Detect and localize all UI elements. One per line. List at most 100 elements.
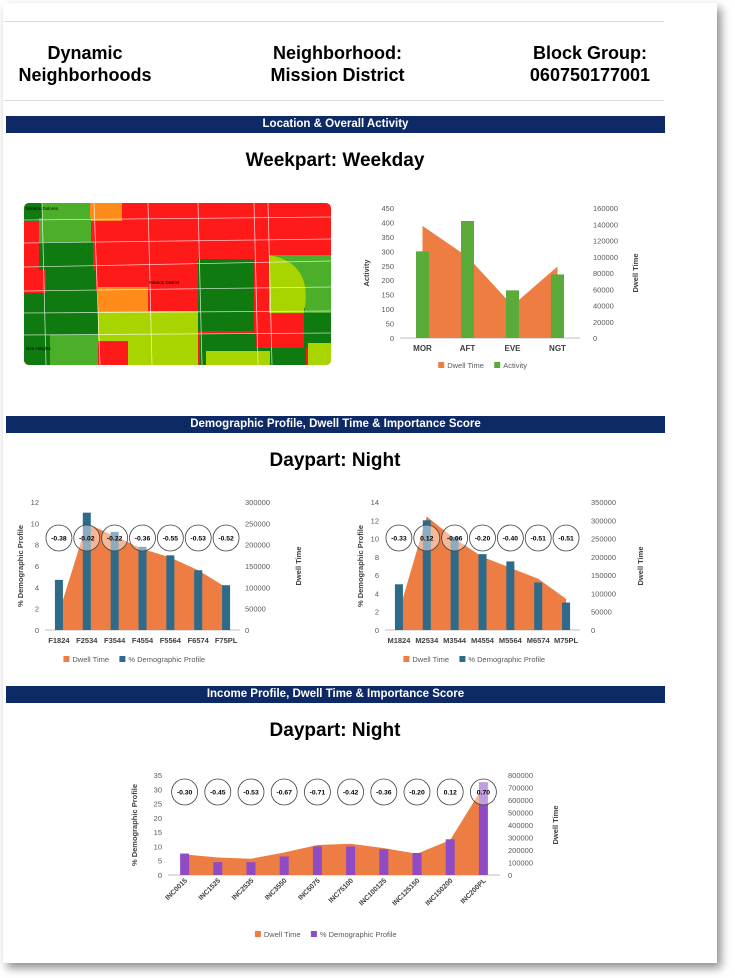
y-tick-label: 30 — [154, 785, 162, 794]
legend-swatch-bars — [310, 931, 317, 937]
importance-score-circle — [237, 778, 265, 806]
importance-score-circle — [101, 524, 129, 552]
importance-score-label: -0.40 — [503, 536, 519, 543]
header-mid-line2: Mission District — [270, 65, 405, 85]
y2-tick-label: 500000 — [508, 809, 533, 818]
importance-score-circle — [441, 524, 469, 552]
header-left-line2: Neighborhoods — [18, 65, 152, 85]
y2-axis-title: Dwell Time — [551, 805, 560, 844]
bar-f1824 — [54, 579, 63, 630]
bar-inc3550 — [279, 856, 289, 875]
category-label: M6574 — [527, 636, 551, 645]
bar-m5564 — [506, 561, 515, 630]
importance-score-label: -0.02 — [79, 536, 95, 543]
category-label: NGT — [549, 344, 566, 353]
y-axis-title: % Demographic Profile — [16, 525, 25, 607]
y2-tick-label: 20000 — [593, 318, 614, 327]
importance-score-circle — [45, 524, 73, 552]
section-band-income: Income Profile, Dwell Time & Importance … — [6, 686, 665, 703]
y2-tick-label: 160000 — [593, 204, 618, 213]
importance-score-circle — [385, 524, 413, 552]
y2-tick-label: 300000 — [245, 498, 270, 507]
importance-score-label: -0.22 — [107, 536, 123, 543]
weekpart-title: Weekpart: Weekday — [245, 150, 425, 171]
importance-score-circle — [524, 524, 552, 552]
header-top-rule — [4, 21, 664, 22]
legend-swatch-dwell-time — [403, 656, 410, 662]
category-label: F5564 — [160, 636, 182, 645]
category-label: MOR — [413, 344, 432, 353]
y2-tick-label: 100000 — [245, 583, 270, 592]
y2-tick-label: 200000 — [245, 541, 270, 550]
y-tick-label: 8 — [375, 553, 379, 562]
legend-label-dwell-time: Dwell Time — [412, 655, 449, 664]
bar-inc150200 — [445, 839, 455, 875]
category-label: EVE — [504, 344, 521, 353]
y-tick-label: 35 — [154, 771, 162, 780]
y-tick-label: 6 — [375, 571, 379, 580]
y2-tick-label: 250000 — [245, 519, 270, 528]
y2-tick-label: 200000 — [508, 846, 533, 855]
y-tick-label: 5 — [158, 857, 162, 866]
importance-score-circle — [552, 524, 580, 552]
bar-m2534 — [422, 520, 431, 630]
bar-f75pl — [222, 585, 231, 630]
importance-score-circle — [337, 778, 365, 806]
activity-chart: 0 50 100 150 200 250 300 350 400 450 0 20000 40000 60… — [362, 204, 640, 370]
legend-label-bars: Activity — [503, 361, 527, 370]
importance-score-label: -0.55 — [163, 536, 179, 543]
category-label: M4554 — [471, 636, 495, 645]
y2-tick-label: 700000 — [508, 784, 533, 793]
bar-f6574 — [194, 570, 203, 630]
importance-score-label: -0.51 — [558, 536, 574, 543]
y2-tick-label: 0 — [508, 871, 512, 880]
bar-inc2535 — [246, 862, 256, 875]
category-label: M3544 — [443, 636, 467, 645]
importance-score-label: -0.36 — [376, 790, 392, 797]
bar-m3544 — [450, 536, 459, 630]
category-label: INC0015 — [165, 877, 190, 902]
legend-swatch-bars — [119, 656, 126, 662]
y2-tick-label: 300000 — [508, 834, 533, 843]
bar-m75pl — [562, 602, 571, 630]
y-tick-label: 150 — [381, 291, 394, 300]
y-tick-label: 4 — [35, 583, 39, 592]
y2-tick-label: 0 — [245, 626, 249, 635]
legend-label-dwell-time: Dwell Time — [72, 655, 109, 664]
y-tick-label: 50 — [386, 320, 394, 329]
legend-label-bars: % Demographic Profile — [320, 930, 397, 939]
importance-score-circle — [413, 524, 441, 552]
y-tick-label: 6 — [35, 562, 39, 571]
legend-swatch-dwell-time — [438, 362, 445, 368]
category-label: INC100125 — [358, 877, 388, 907]
bar-f3544 — [110, 531, 119, 630]
y2-tick-label: 800000 — [508, 771, 533, 780]
bar-f5564 — [166, 555, 175, 630]
dwell-time-area — [422, 225, 558, 338]
importance-score-label: -0.42 — [343, 790, 359, 797]
importance-score-label: -0.20 — [475, 536, 491, 543]
importance-score-circle — [469, 778, 497, 806]
y2-tick-label: 100000 — [591, 589, 616, 598]
bar-ngt — [551, 274, 564, 338]
y2-tick-label: 50000 — [591, 608, 612, 617]
map-label-1: Mission Dolores — [26, 206, 59, 211]
category-label: M2534 — [415, 636, 439, 645]
y-tick-label: 12 — [371, 516, 379, 525]
bar-inc0015 — [180, 853, 190, 875]
importance-score-circle — [129, 524, 156, 552]
section-band-demographic: Demographic Profile, Dwell Time & Import… — [6, 416, 665, 433]
header-bottom-rule — [4, 100, 664, 101]
bar-inc125150 — [412, 853, 422, 875]
y-axis-title: % Demographic Profile — [130, 784, 139, 866]
importance-score-circle — [171, 778, 198, 806]
category-label: INC75100 — [328, 877, 355, 904]
y2-tick-label: 140000 — [593, 220, 618, 229]
y-tick-label: 4 — [375, 589, 379, 598]
y2-tick-label: 400000 — [508, 821, 533, 830]
category-label: M75PL — [554, 636, 579, 645]
y-tick-label: 0 — [375, 626, 379, 635]
y2-tick-label: 150000 — [591, 571, 616, 580]
y2-tick-label: 50000 — [245, 605, 266, 614]
legend-swatch-dwell-time — [63, 656, 70, 662]
